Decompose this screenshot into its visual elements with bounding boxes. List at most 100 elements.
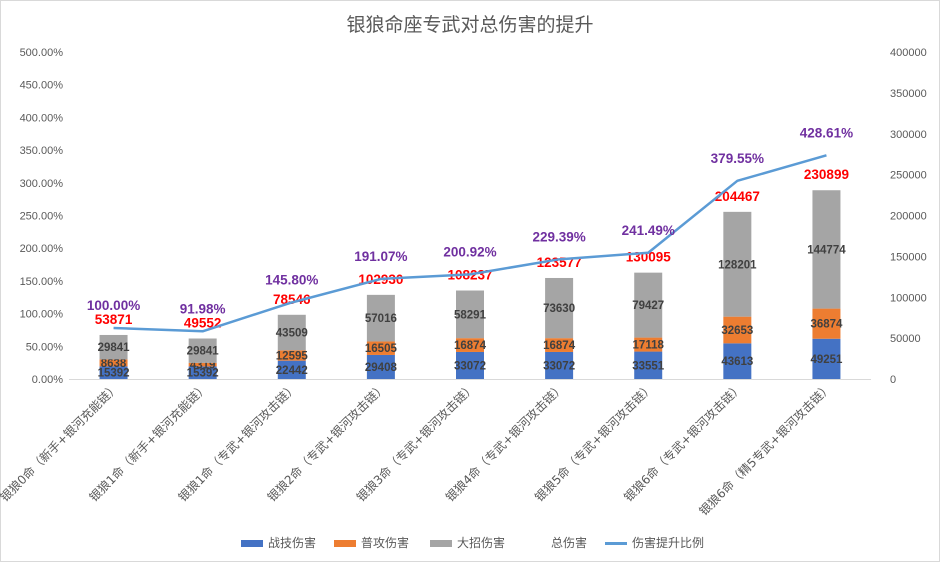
legend-label-skill: 战技伤害 [268, 536, 317, 550]
y-right-tick-label: 400000 [890, 47, 927, 59]
y-left-tick-label: 500.00% [20, 47, 64, 59]
bar-skill [545, 351, 574, 379]
y-right-tick-label: 350000 [890, 88, 927, 100]
total-label: 204467 [715, 189, 760, 204]
bar-ult [545, 277, 574, 339]
bar-skill [634, 351, 663, 379]
y-right-tick-label: 100000 [890, 292, 927, 304]
bar-value-label: 36874 [810, 319, 843, 331]
bar-ult [634, 272, 663, 338]
total-label: 49552 [184, 315, 222, 330]
bar-value-label: 29841 [98, 342, 131, 354]
bar-basic [366, 341, 395, 355]
y-left-tick-label: 50.00% [26, 341, 64, 353]
bar-value-label: 33072 [454, 360, 486, 372]
bar-value-label: 32653 [721, 325, 753, 337]
ratio-label: 200.92% [443, 244, 496, 259]
bar-value-label: 128201 [718, 259, 757, 271]
bar-value-label: 73630 [543, 303, 575, 315]
y-left-tick-label: 200.00% [20, 243, 64, 255]
legend-swatch-basic [334, 540, 356, 547]
bar-value-label: 17118 [633, 340, 665, 352]
bar-basic [277, 350, 306, 361]
bar-value-label: 29408 [365, 362, 398, 374]
y-right-tick-label: 0 [890, 374, 896, 386]
ratio-label: 229.39% [532, 229, 585, 244]
ratio-label: 100.00% [87, 298, 140, 313]
legend-line-ratio [605, 542, 627, 545]
bar-ult [812, 190, 841, 309]
bar-value-label: 29841 [187, 346, 220, 358]
bar-value-label: 12595 [276, 351, 309, 363]
bar-skill [277, 360, 306, 379]
bar-value-label: 58291 [454, 309, 487, 321]
legend-swatch-ult [430, 540, 452, 547]
y-left-tick-label: 100.00% [20, 309, 64, 321]
total-label: 78546 [273, 292, 311, 307]
bar-basic [99, 359, 128, 367]
y-left-tick-label: 250.00% [20, 211, 64, 223]
bar-ult [277, 314, 306, 351]
ratio-label: 241.49% [622, 223, 675, 238]
total-label: 230899 [804, 167, 849, 182]
bar-value-label: 16874 [454, 340, 487, 352]
legend-label-total: 总伤害 [551, 536, 588, 550]
bar-value-label: 144774 [807, 244, 846, 256]
total-label: 53871 [95, 312, 133, 327]
y-left-tick-label: 300.00% [20, 178, 64, 190]
bar-value-label: 33551 [632, 360, 665, 372]
bar-skill [99, 366, 128, 379]
legend-label-basic: 普攻伤害 [361, 536, 410, 550]
bar-value-label: 79427 [632, 300, 664, 312]
ratio-label: 428.61% [800, 125, 853, 140]
y-right-tick-label: 200000 [890, 211, 927, 223]
y-left-tick-label: 350.00% [20, 145, 64, 157]
bar-value-label: 15392 [98, 368, 130, 380]
bar-value-label: 8638 [101, 358, 127, 370]
bar-ult [99, 334, 128, 360]
bar-skill [723, 343, 752, 379]
bar-basic [188, 362, 217, 367]
y-right-tick-label: 50000 [890, 333, 921, 345]
y-right-tick-label: 150000 [890, 251, 927, 263]
bar-ult [366, 294, 395, 342]
y-left-tick-label: 400.00% [20, 112, 64, 124]
bar-basic [723, 316, 752, 344]
bar-basic [545, 338, 574, 352]
bar-ult [456, 290, 484, 339]
legend-swatch-skill [241, 540, 263, 547]
ratio-label: 191.07% [354, 249, 407, 264]
bar-basic [456, 338, 484, 352]
chart-title: 银狼命座专武对总伤害的提升 [346, 14, 594, 36]
bar-value-label: 57016 [365, 313, 397, 325]
bar-value-label: 43613 [721, 356, 753, 368]
y-left-tick-label: 0.00% [32, 374, 63, 386]
bar-value-label: 33072 [543, 360, 575, 372]
bar-basic [812, 308, 841, 339]
y-right-tick-label: 250000 [890, 170, 927, 182]
bar-ult [188, 338, 217, 363]
y-left-tick-label: 450.00% [20, 80, 64, 92]
ratio-label: 91.98% [180, 301, 226, 316]
bar-value-label: 16874 [543, 340, 576, 352]
bar-skill [456, 351, 484, 379]
legend-label-ult: 大招伤害 [457, 536, 506, 550]
legend: 战技伤害 普攻伤害 大招伤害 总伤害 伤害提升比例 [0, 533, 940, 553]
bar-basic [634, 337, 663, 352]
bar-skill [366, 354, 395, 379]
ratio-label: 145.80% [265, 272, 318, 287]
bar-skill [812, 338, 841, 379]
bar-value-label: 43509 [276, 328, 308, 340]
bar-value-label: 22442 [276, 365, 308, 377]
bar-value-label: 16505 [365, 343, 398, 355]
bar-ult [723, 211, 752, 317]
y-left-tick-label: 150.00% [20, 276, 64, 288]
ratio-label: 379.55% [711, 151, 764, 166]
bar-skill [188, 366, 217, 379]
legend-label-ratio: 伤害提升比例 [632, 536, 705, 550]
bar-value-label: 15392 [187, 368, 219, 380]
y-right-tick-label: 300000 [890, 129, 927, 141]
bar-value-label: 49251 [810, 354, 843, 366]
